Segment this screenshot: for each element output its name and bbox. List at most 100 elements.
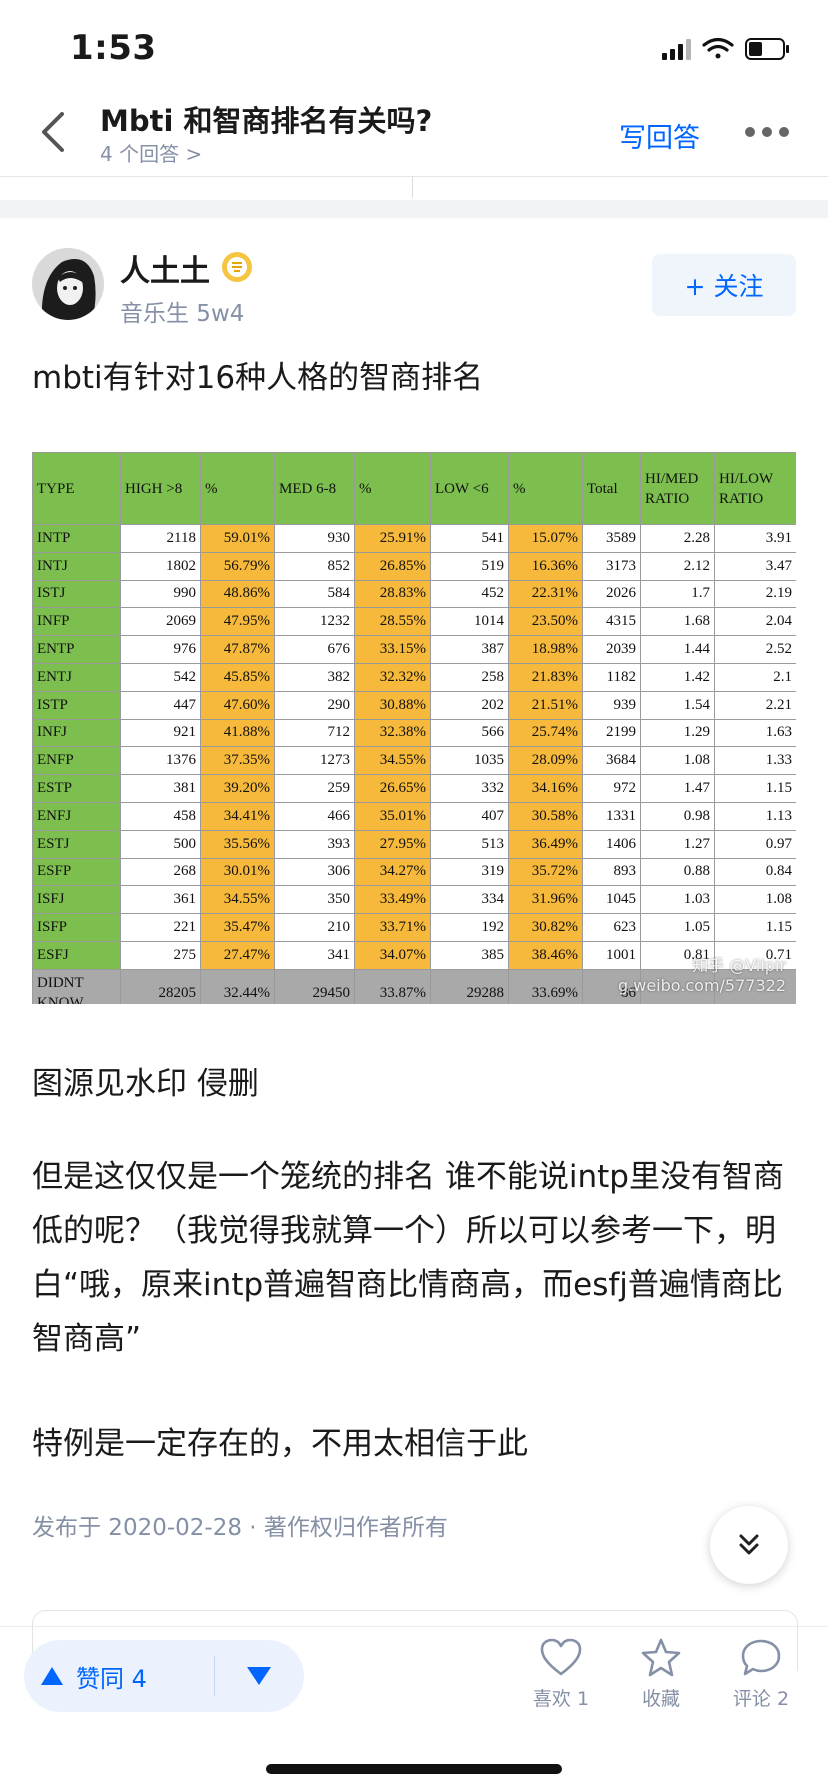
table-cell: 3.91 <box>714 524 796 553</box>
table-row: INFP 2069 47.95% 1232 28.55% 1014 23.50% 4315 1.… <box>32 607 796 637</box>
table-row: DIDNT KNOW 28205 32.44% 29450 33.87% 29288 33.… <box>32 968 796 1004</box>
table-cell: 1.33 <box>714 746 796 776</box>
table-cell: 1.05 <box>640 913 715 942</box>
answer-paragraph: 图源见水印 侵删 <box>32 1066 259 1102</box>
table-cell: 28.55% <box>354 607 431 637</box>
table-cell: 566 <box>430 718 509 748</box>
table-cell: 676 <box>274 635 355 664</box>
table-cell: 3173 <box>582 551 641 581</box>
table-header-cell: TYPE <box>32 452 121 525</box>
table-cell: 202 <box>430 690 509 720</box>
star-icon <box>641 1638 681 1677</box>
table-cell: 0.84 <box>714 857 796 887</box>
table-cell: 2039 <box>582 635 641 664</box>
table-row: INFJ 921 41.88% 712 32.38% 566 25.74% 2199 1.29 1… <box>32 718 796 748</box>
answer-count-link[interactable]: 4 个回答 > <box>100 142 203 166</box>
follow-button[interactable]: + 关注 <box>652 254 796 316</box>
table-cell: 59.01% <box>200 524 275 553</box>
table-cell: 268 <box>120 857 201 887</box>
favorite-label: 收藏 <box>641 1688 680 1710</box>
table-cell: 275 <box>120 940 201 970</box>
table-cell: 33.15% <box>354 635 431 664</box>
signal-icon <box>662 39 691 60</box>
upvote-button[interactable]: 赞同 4 <box>40 1640 147 1712</box>
more-icon[interactable] <box>744 124 790 138</box>
table-cell: 86 <box>582 968 641 1004</box>
table-cell: 28.83% <box>354 579 431 609</box>
write-answer-button[interactable]: 写回答 <box>619 123 700 154</box>
table-cell: 29288 <box>430 968 509 1004</box>
table-cell: 258 <box>430 662 509 692</box>
table-cell: 30.01% <box>200 857 275 887</box>
table-cell: 381 <box>120 774 201 803</box>
answer-paragraph: 但是这仅仅是一个笼统的排名 谁不能说intp里没有智商低的呢？（我觉得我就算一个… <box>32 1159 784 1357</box>
table-type-cell: DIDNT KNOW <box>32 968 121 1004</box>
home-indicator <box>266 1764 562 1774</box>
heart-icon <box>540 1638 582 1676</box>
table-header-cell: MED 6-8 <box>274 452 355 525</box>
author-name[interactable]: 人土土 <box>120 254 210 289</box>
table-cell: 259 <box>274 774 355 803</box>
double-chevron-down-icon <box>739 1534 759 1555</box>
table-row: ISTJ 990 48.86% 584 28.83% 452 22.31% 2026 1.7 2.… <box>32 579 796 609</box>
iq-ranking-table-image: TYPE HIGH >8% MED 6-8% LOW <6% Total HI/MED R… <box>32 452 796 1004</box>
table-cell: 3684 <box>582 746 641 776</box>
downvote-button[interactable] <box>244 1660 274 1690</box>
like-label: 喜欢 1 <box>532 1688 590 1710</box>
table-cell: 26.85% <box>354 551 431 581</box>
table-type-cell: ISFJ <box>32 885 121 915</box>
table-cell: 385 <box>430 940 509 970</box>
table-cell: 41.88% <box>200 718 275 748</box>
table-cell: 584 <box>274 579 355 609</box>
table-cell: 23.50% <box>508 607 583 637</box>
table-cell: 25.91% <box>354 524 431 553</box>
table-type-cell: ESFP <box>32 857 121 887</box>
table-cell: 1.7 <box>640 579 715 609</box>
favorite-button[interactable]: 收藏 <box>616 1638 706 1711</box>
like-button[interactable]: 喜欢 1 <box>516 1638 606 1711</box>
table-cell: 28.09% <box>508 746 583 776</box>
table-cell: 210 <box>274 913 355 942</box>
table-cell: 382 <box>274 662 355 692</box>
table-cell: 2.1 <box>714 662 796 692</box>
table-cell: 21.51% <box>508 690 583 720</box>
table-row: ENFP 1376 37.35% 1273 34.55% 1035 28.09% 3684 1.… <box>32 746 796 776</box>
table-type-cell: ISTP <box>32 690 121 720</box>
table-cell: 1182 <box>582 662 641 692</box>
table-type-cell: ESFJ <box>32 940 121 970</box>
table-cell: 30.82% <box>508 913 583 942</box>
table-cell: 34.55% <box>354 746 431 776</box>
table-cell: 712 <box>274 718 355 748</box>
question-title[interactable]: Mbti 和智商排名有关吗? <box>100 104 433 138</box>
comment-button[interactable]: 评论 2 <box>716 1638 806 1711</box>
bottom-bar-divider <box>0 1626 828 1627</box>
answer-paragraph: mbti有针对16种人格的智商排名 <box>32 360 484 396</box>
section-separator <box>0 200 828 218</box>
table-cell: 37.35% <box>200 746 275 776</box>
table-cell: 1.03 <box>640 885 715 915</box>
table-cell: 22.31% <box>508 579 583 609</box>
table-cell: 47.87% <box>200 635 275 664</box>
table-header-cell: HI/MED RATIO <box>640 452 715 525</box>
table-cell: 21.83% <box>508 662 583 692</box>
back-icon[interactable] <box>34 110 74 154</box>
triangle-up-icon <box>41 1667 63 1685</box>
comment-box[interactable] <box>32 1610 798 1671</box>
table-cell: 350 <box>274 885 355 915</box>
table-cell: 27.47% <box>200 940 275 970</box>
avatar[interactable] <box>32 248 104 320</box>
table-cell: 34.55% <box>200 885 275 915</box>
table-cell: 513 <box>430 829 509 859</box>
table-cell: 1.54 <box>640 690 715 720</box>
table-cell: 1.63 <box>714 718 796 748</box>
scroll-next-button[interactable] <box>710 1506 788 1584</box>
table-cell: 541 <box>430 524 509 553</box>
table-cell: 1406 <box>582 829 641 859</box>
table-cell: 1.08 <box>714 885 796 915</box>
table-cell <box>714 968 796 1004</box>
table-cell: 15.07% <box>508 524 583 553</box>
table-cell: 319 <box>430 857 509 887</box>
image-watermark: 知乎 @Vilpir g.weibo.com/577322 <box>617 956 786 995</box>
table-cell: 4315 <box>582 607 641 637</box>
table-type-cell: ENFJ <box>32 801 121 831</box>
